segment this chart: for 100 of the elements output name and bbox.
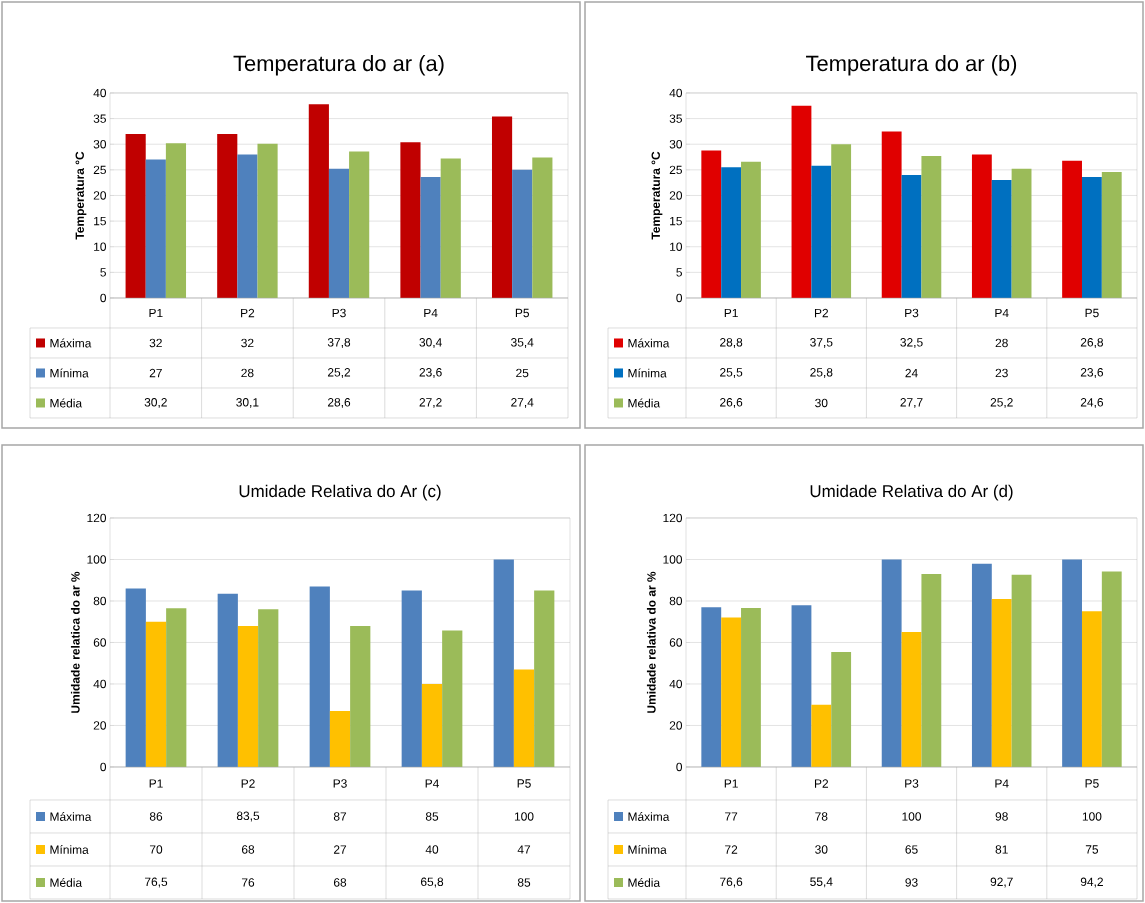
data-label: 28,8 xyxy=(720,338,743,348)
data-label: 85 xyxy=(425,812,439,821)
y-tick-label: 40 xyxy=(93,679,107,689)
data-label: 65 xyxy=(905,845,918,854)
bar xyxy=(257,143,278,298)
x-tick-label: P3 xyxy=(332,308,346,318)
bar xyxy=(349,151,370,298)
bar xyxy=(741,161,761,298)
data-label: 85 xyxy=(517,878,531,887)
data-label: 37,5 xyxy=(810,338,833,348)
y-tick-label: 100 xyxy=(663,555,683,564)
data-label: 83,5 xyxy=(236,811,260,822)
x-tick-label: P4 xyxy=(425,779,439,788)
data-label: 23,6 xyxy=(419,368,442,378)
bar xyxy=(701,607,722,767)
data-label: 30,1 xyxy=(236,398,259,408)
bar xyxy=(328,168,350,298)
bar xyxy=(991,598,1012,767)
bar xyxy=(921,574,942,767)
bar xyxy=(791,105,812,298)
x-tick-label: P5 xyxy=(517,779,531,788)
bar xyxy=(329,710,351,767)
bar xyxy=(491,116,513,298)
bar xyxy=(308,104,329,298)
y-tick-label: 25 xyxy=(93,165,106,175)
chart-title: Temperatura do ar (a) xyxy=(233,55,444,76)
data-label: 32 xyxy=(241,338,254,348)
bar xyxy=(1101,171,1122,298)
data-label: 76 xyxy=(241,878,255,887)
bar xyxy=(532,157,553,298)
bar xyxy=(1101,571,1122,767)
bar xyxy=(791,605,812,767)
bar xyxy=(991,180,1012,298)
bar xyxy=(145,621,167,767)
data-label: 55,4 xyxy=(810,877,833,888)
y-tick-label: 30 xyxy=(93,140,107,149)
legend-label: Máxima xyxy=(50,812,92,821)
legend-label: Mínima xyxy=(50,845,89,854)
legend-label: Máxima xyxy=(50,338,92,348)
y-tick-label: 100 xyxy=(87,555,107,564)
y-axis-title: Umidade relativa do ar % xyxy=(646,571,656,713)
bar xyxy=(165,143,187,298)
data-label: 86 xyxy=(149,812,163,821)
y-tick-label: 25 xyxy=(669,165,682,175)
data-label: 30,2 xyxy=(144,398,167,408)
y-tick-label: 10 xyxy=(94,242,107,251)
y-tick-label: 10 xyxy=(670,242,683,251)
bar xyxy=(881,559,902,767)
data-label: 25,8 xyxy=(810,368,833,378)
bar xyxy=(125,588,146,767)
y-tick-label: 60 xyxy=(93,638,107,647)
data-label: 93 xyxy=(905,878,918,887)
bar xyxy=(1011,168,1032,298)
data-label: 70 xyxy=(149,845,163,854)
bar xyxy=(1062,559,1082,767)
bar xyxy=(1011,574,1032,767)
legend-label: Máxima xyxy=(628,812,670,821)
bar xyxy=(493,559,514,767)
data-label: 94,2 xyxy=(1080,877,1103,888)
y-tick-label: 0 xyxy=(100,762,107,772)
y-tick-label: 120 xyxy=(663,513,683,523)
data-label: 100 xyxy=(902,812,922,821)
bar xyxy=(309,586,330,767)
data-label: 68 xyxy=(241,845,255,854)
bar xyxy=(811,165,832,298)
data-label: 75 xyxy=(1085,845,1099,854)
bar xyxy=(166,608,187,767)
bar xyxy=(420,177,441,298)
y-tick-label: 80 xyxy=(669,596,683,606)
bar xyxy=(440,158,461,298)
data-label: 72 xyxy=(725,845,738,854)
legend-label: Mínima xyxy=(628,845,667,854)
x-tick-label: P4 xyxy=(995,308,1009,318)
data-label: 25,2 xyxy=(990,398,1013,408)
data-label: 27 xyxy=(149,368,162,378)
x-tick-label: P5 xyxy=(515,308,530,318)
bar xyxy=(701,150,722,298)
data-label: 24 xyxy=(905,368,918,378)
y-tick-label: 20 xyxy=(669,721,683,730)
bar xyxy=(831,652,852,767)
y-tick-label: 35 xyxy=(93,114,106,123)
data-label: 78 xyxy=(815,812,828,821)
data-label: 32 xyxy=(149,338,162,348)
data-label: 65,8 xyxy=(420,877,444,888)
y-tick-label: 0 xyxy=(676,293,683,303)
bar xyxy=(1062,160,1082,298)
legend-label: Mínima xyxy=(628,368,667,378)
data-label: 76,6 xyxy=(720,877,743,888)
bar xyxy=(1081,177,1102,298)
data-label: 98 xyxy=(995,812,1008,821)
data-label: 27,2 xyxy=(419,398,442,408)
data-label: 77 xyxy=(725,812,738,821)
x-tick-label: P2 xyxy=(814,779,829,788)
chart-title: Umidade Relativa do Ar (d) xyxy=(810,484,1013,501)
data-label: 32,5 xyxy=(900,338,923,348)
data-label: 25,2 xyxy=(327,368,351,378)
bar xyxy=(901,632,922,767)
data-label: 76,5 xyxy=(144,877,168,888)
x-tick-label: P1 xyxy=(149,779,163,788)
bar xyxy=(534,590,555,767)
